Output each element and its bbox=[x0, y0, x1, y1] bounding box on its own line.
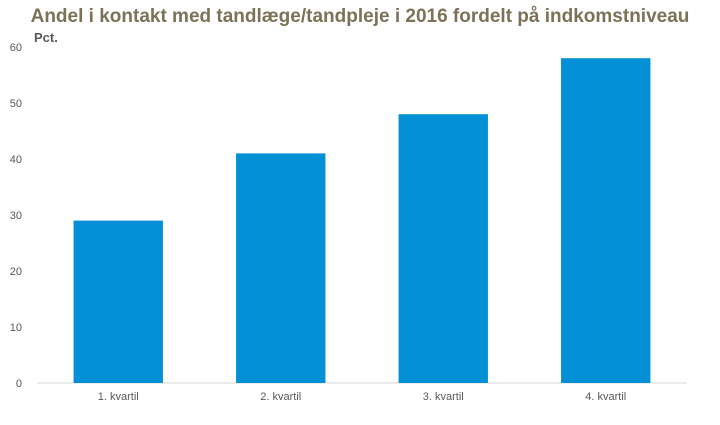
x-tick-label: 2. kvartil bbox=[260, 391, 301, 403]
bar bbox=[236, 153, 326, 383]
y-tick-label: 40 bbox=[10, 154, 22, 166]
y-tick-label: 0 bbox=[16, 378, 22, 390]
bar bbox=[398, 114, 488, 383]
chart-labels: 1. kvartil 2. kvartil 3. kvartil 4. kvartil bbox=[98, 391, 626, 403]
x-tick-label: 1. kvartil bbox=[98, 391, 139, 403]
chart-bars bbox=[73, 58, 651, 383]
x-tick-label: 3. kvartil bbox=[423, 391, 464, 403]
y-tick-label: 20 bbox=[10, 266, 22, 278]
y-tick-label: 30 bbox=[10, 210, 22, 222]
y-tick-label: 60 bbox=[10, 42, 22, 54]
y-tick-label: 10 bbox=[10, 322, 22, 334]
y-axis-label: Pct. bbox=[34, 30, 58, 45]
chart-title: Andel i kontakt med tandlæge/tandpleje i… bbox=[30, 6, 690, 27]
y-tick-label: 50 bbox=[10, 98, 22, 110]
x-tick-label: 4. kvartil bbox=[585, 391, 626, 403]
bar bbox=[73, 220, 163, 383]
bar bbox=[561, 58, 651, 383]
